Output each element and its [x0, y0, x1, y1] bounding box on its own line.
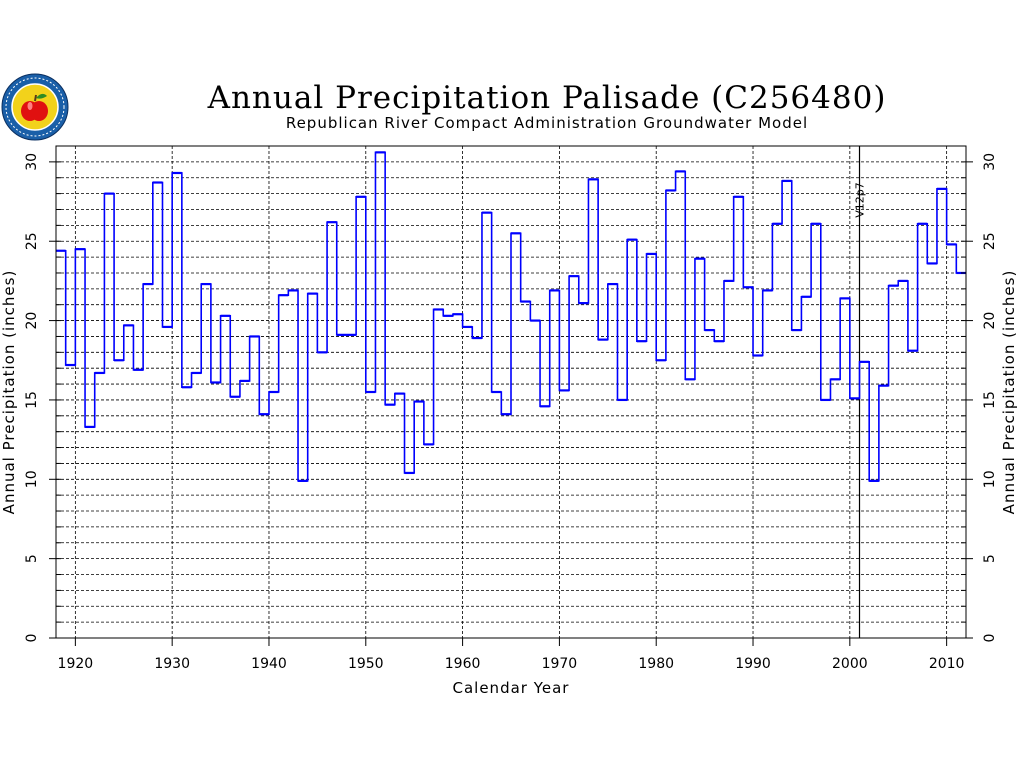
x-tick-label: 1920 [58, 656, 94, 672]
y-tick-label-right: 15 [982, 391, 998, 409]
y-tick-label-right: 5 [982, 554, 998, 563]
y-tick-label-right: 10 [982, 470, 998, 488]
x-tick-label: 1960 [445, 656, 481, 672]
x-tick-label: 1940 [251, 656, 287, 672]
y-tick-label-left: 15 [24, 391, 40, 409]
plot-frame [55, 145, 967, 639]
x-tick-label: 1930 [154, 656, 190, 672]
x-tick-label: 1990 [735, 656, 771, 672]
y-axis-label-left: Annual Precipitation (inches) [0, 270, 18, 515]
chart-subtitle: Republican River Compact Administration … [286, 114, 808, 132]
x-tick-labels: 1920 1930 1940 1950 1960 1970 1980 1990 2000 2010 [58, 656, 965, 672]
y-tick-label-left: 5 [24, 554, 40, 563]
y-tick-labels-left: 0 5 10 15 20 25 30 [24, 153, 40, 643]
y-axis-label-right: Annual Precipitation (inches) [1000, 270, 1018, 515]
y-tick-labels-right: 0 5 10 15 20 25 30 [982, 153, 998, 643]
y-tick-label-left: 25 [24, 232, 40, 250]
x-tick-label: 2010 [929, 656, 965, 672]
x-tick-label: 1980 [638, 656, 674, 672]
y-tick-label-right: 25 [982, 232, 998, 250]
logo-seal [1, 73, 69, 141]
series-line [56, 151, 966, 482]
y-tick-label-left: 20 [24, 312, 40, 330]
x-axis-label: Calendar Year [453, 679, 570, 697]
series-layer [56, 151, 966, 482]
y-tick-label-right: 30 [982, 153, 998, 171]
chart-title: Annual Precipitation Palisade (C256480) [207, 80, 887, 116]
y-tick-label-right: 0 [982, 634, 998, 643]
apple-icon [21, 93, 48, 121]
y-tick-label-left: 0 [24, 634, 40, 643]
x-tick-label: 1950 [348, 656, 384, 672]
y-tick-label-left: 10 [24, 470, 40, 488]
y-tick-label-right: 20 [982, 312, 998, 330]
x-tick-label: 2000 [832, 656, 868, 672]
x-tick-label: 1970 [542, 656, 578, 672]
y-tick-label-left: 30 [24, 153, 40, 171]
marker-label: V12p7 [854, 182, 867, 218]
ticks [49, 145, 973, 646]
